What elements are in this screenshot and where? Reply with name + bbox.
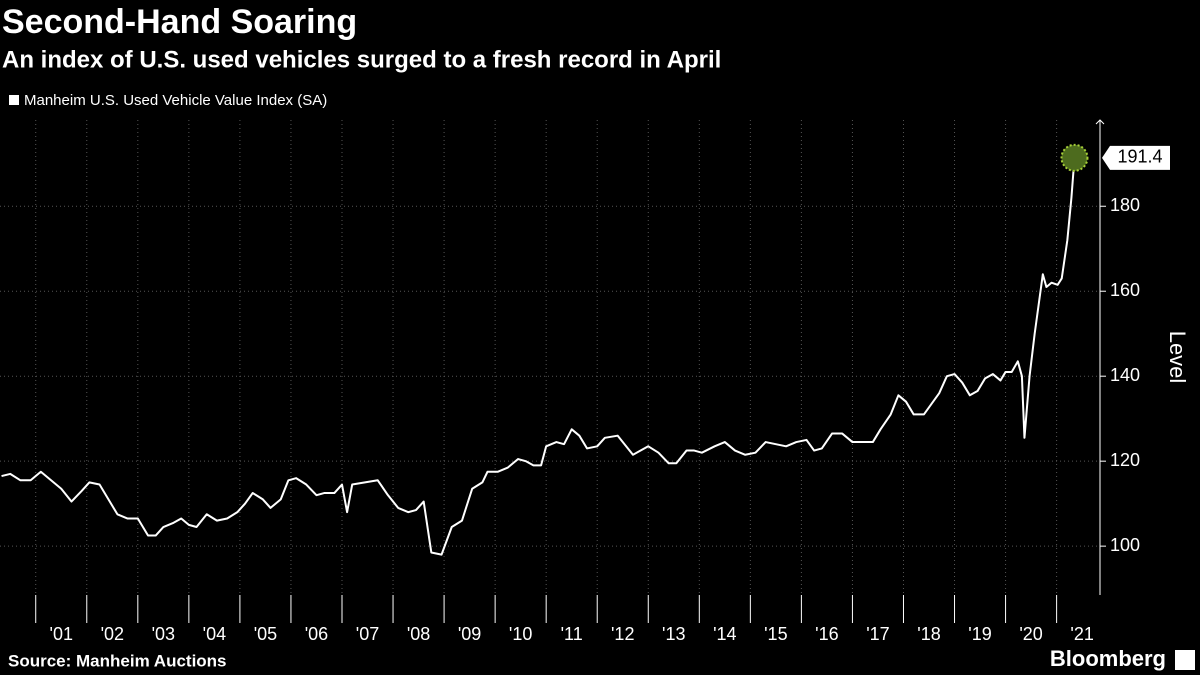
- y-tick-label: 120: [1110, 450, 1140, 470]
- x-tick-label: '20: [1019, 624, 1042, 644]
- y-tick-label: 160: [1110, 280, 1140, 300]
- x-tick-label: '10: [509, 624, 532, 644]
- x-tick-label: '16: [815, 624, 838, 644]
- x-tick-label: '01: [50, 624, 73, 644]
- x-tick-label: '14: [713, 624, 736, 644]
- brand-icon: [1175, 650, 1195, 670]
- y-tick-label: 140: [1110, 365, 1140, 385]
- x-tick-label: '05: [254, 624, 277, 644]
- chart-title: Second-Hand Soaring: [2, 3, 357, 41]
- legend-label: Manheim U.S. Used Vehicle Value Index (S…: [24, 92, 327, 109]
- y-axis-arrow: [1095, 119, 1105, 125]
- x-tick-label: '06: [305, 624, 328, 644]
- chart-subtitle: An index of U.S. used vehicles surged to…: [2, 46, 721, 73]
- x-tick-label: '13: [662, 624, 685, 644]
- x-tick-label: '15: [764, 624, 787, 644]
- last-value-label: 191.4: [1117, 147, 1162, 167]
- y-axis-label: Level: [1165, 331, 1190, 384]
- x-tick-label: '17: [866, 624, 889, 644]
- x-tick-label: '12: [611, 624, 634, 644]
- x-tick-label: '19: [968, 624, 991, 644]
- series-line: [1, 157, 1076, 556]
- plot: 100 120 140 160 180 '01 '02 '03 '04 '05 '06 '07 '08 '…: [0, 119, 1170, 644]
- x-tick-label: '09: [458, 624, 481, 644]
- last-point-marker: [1060, 143, 1089, 172]
- last-value-box: [1102, 145, 1170, 170]
- y-tick-label: 180: [1110, 195, 1140, 215]
- x-tick-label: '07: [356, 624, 379, 644]
- x-tick-label: '11: [561, 624, 583, 644]
- legend-swatch: [9, 95, 19, 105]
- source: Source: Manheim Auctions: [8, 651, 227, 670]
- x-tick-label: '02: [101, 624, 124, 644]
- y-tick-label: 100: [1110, 535, 1140, 555]
- x-tick-label: '21: [1070, 624, 1093, 644]
- x-tick-label: '08: [407, 624, 430, 644]
- x-tick-label: '03: [152, 624, 175, 644]
- x-tick-label: '04: [203, 624, 226, 644]
- x-tick-label: '18: [917, 624, 940, 644]
- brand: Bloomberg: [1050, 646, 1166, 671]
